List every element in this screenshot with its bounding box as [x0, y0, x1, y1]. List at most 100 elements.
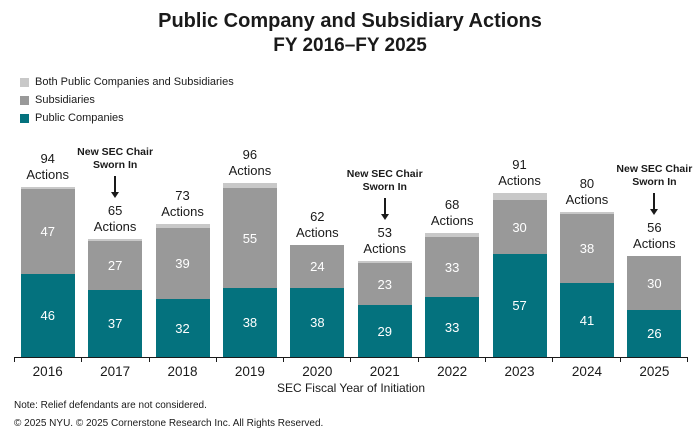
bar-2022: 33 33: [425, 233, 480, 357]
x-tick-label-2024: 2024: [571, 364, 602, 379]
segment-subsidiaries: 27: [88, 241, 143, 290]
segment-subsidiaries: 38: [559, 214, 614, 283]
bar-total-label: 56 Actions: [633, 219, 676, 251]
bar-total-label: 91 Actions: [498, 156, 541, 188]
down-arrow-line: [383, 197, 386, 214]
bar-total-label: 73 Actions: [161, 187, 204, 219]
new-sec-chair-annotation-2025: New SEC Chair Sworn In: [599, 163, 700, 215]
segment-both-public-companies-and-subsidiaries: [222, 183, 277, 188]
bar-2023: 30 57: [492, 193, 547, 357]
bar-column-2020: 62 Actions 24 38: [284, 208, 351, 357]
bar-2024: 38 41: [559, 212, 614, 357]
x-tick-label-2023: 2023: [504, 364, 535, 379]
chart-title: Public Company and Subsidiary Actions: [158, 10, 542, 32]
down-arrow-icon: [650, 208, 659, 215]
legend-item-subsidiaries: Subsidiaries: [20, 95, 234, 106]
legend-swatch-icon: [20, 96, 29, 105]
axis-tick: [419, 358, 487, 362]
legend-swatch-icon: [20, 114, 29, 123]
legend-swatch-icon: [20, 78, 29, 87]
legend-label: Both Public Companies and Subsidiaries: [35, 76, 234, 88]
bar-2017: 27 37: [88, 239, 143, 357]
bar-column-2025: New SEC Chair Sworn In 56 Actions 30 26: [616, 163, 692, 357]
x-tick-label-2017: 2017: [100, 364, 131, 379]
chart-header: Public Company and Subsidiary Actions FY…: [0, 8, 700, 59]
bar-2021: 23 29: [357, 261, 412, 357]
axis-tick: [553, 358, 621, 362]
x-tick-label-2018: 2018: [167, 364, 198, 379]
segment-subsidiaries: 24: [290, 245, 345, 288]
segment-both-public-companies-and-subsidiaries: [155, 224, 210, 228]
segment-public-companies: 57: [492, 254, 547, 357]
bar-total-label: 53 Actions: [363, 224, 407, 256]
axis-tick: [621, 358, 688, 362]
legend-item-both-public-companies-and-subsidiaries: Both Public Companies and Subsidiaries: [20, 77, 234, 88]
x-axis-labels: 2016 2017 2018 2019 2020 2021 2022 2023 2024 2025: [14, 364, 688, 379]
x-axis-title: SEC Fiscal Year of Initiation: [276, 381, 426, 395]
x-tick-label-2022: 2022: [437, 364, 468, 379]
legend-item-public-companies: Public Companies: [20, 113, 234, 124]
new-sec-chair-annotation-2021: New SEC Chair Sworn In: [330, 168, 440, 220]
axis-tick: [150, 358, 217, 362]
bar-column-2016: 94 Actions 47 46: [14, 150, 81, 357]
segment-both-public-companies-and-subsidiaries: [357, 261, 412, 263]
legend-label: Subsidiaries: [35, 94, 95, 106]
bar-column-2021: New SEC Chair Sworn In 53 Actions 23 29: [347, 168, 423, 357]
segment-both-public-companies-and-subsidiaries: [425, 233, 480, 237]
bar-total-label: 94 Actions: [26, 150, 70, 182]
x-tick-label-2025: 2025: [639, 364, 670, 379]
footnote: Note: Relief defendants are not consider…: [14, 400, 207, 411]
bar-total-label: 62 Actions: [296, 208, 339, 240]
segment-public-companies: 32: [155, 299, 210, 357]
bar-2020: 24 38: [290, 245, 345, 357]
bar-total-label: 68 Actions: [430, 196, 474, 228]
annotation-text: New SEC Chair Sworn In: [77, 146, 154, 172]
axis-tick: [284, 358, 352, 362]
segment-public-companies: 29: [357, 305, 412, 357]
segment-both-public-companies-and-subsidiaries: [559, 212, 614, 214]
segment-public-companies: 33: [425, 297, 480, 357]
chart-subtitle: FY 2016–FY 2025: [273, 35, 427, 56]
plot-area: 94 Actions 47 46 New SEC Chair Sworn In 65 Acti…: [14, 140, 692, 357]
segment-public-companies: 46: [20, 274, 75, 357]
annotation-text: New SEC Chair Sworn In: [346, 168, 423, 194]
down-arrow-line: [653, 192, 656, 209]
axis-tick: [486, 358, 554, 362]
down-arrow-icon: [111, 191, 120, 198]
bar-total-label: 96 Actions: [228, 146, 272, 178]
x-tick-label-2021: 2021: [369, 364, 400, 379]
segment-both-public-companies-and-subsidiaries: [492, 193, 547, 200]
segment-public-companies: 38: [222, 288, 277, 357]
bar-total-label: 65 Actions: [93, 202, 137, 234]
bar-column-2022: 68 Actions 33 33: [418, 196, 485, 357]
segment-public-companies: 37: [88, 290, 143, 357]
bar-column-2023: 91 Actions 30 57: [486, 156, 553, 357]
segment-subsidiaries: 33: [425, 237, 480, 297]
bar-column-2019: 96 Actions 55 38: [216, 146, 283, 357]
down-arrow-line: [114, 175, 117, 192]
legend: Both Public Companies and Subsidiaries Su…: [20, 77, 234, 131]
x-tick-label-2016: 2016: [32, 364, 63, 379]
axis-tick: [217, 358, 285, 362]
x-tick-label-2019: 2019: [234, 364, 265, 379]
bar-2016: 47 46: [20, 187, 75, 357]
axis-tick: [82, 358, 150, 362]
axis-tick: [14, 358, 83, 362]
copyright: © 2025 NYU. © 2025 Cornerstone Research …: [14, 418, 324, 429]
segment-subsidiaries: 39: [155, 228, 210, 299]
new-sec-chair-annotation-2017: New SEC Chair Sworn In: [60, 146, 170, 198]
segment-subsidiaries: 47: [20, 189, 75, 274]
segment-both-public-companies-and-subsidiaries: [20, 187, 75, 189]
bar-column-2018: 73 Actions 39 32: [149, 187, 216, 357]
segment-public-companies: 41: [559, 283, 614, 357]
segment-subsidiaries: 55: [222, 188, 277, 288]
bar-column-2017: New SEC Chair Sworn In 65 Actions 27 37: [77, 146, 153, 357]
segment-subsidiaries: 30: [492, 200, 547, 254]
bar-2018: 39 32: [155, 224, 210, 357]
bar-column-2024: 80 Actions 38 41: [553, 176, 620, 357]
down-arrow-icon: [380, 213, 389, 220]
bar-2025: 30 26: [627, 256, 682, 357]
bar-2019: 55 38: [222, 183, 277, 357]
segment-both-public-companies-and-subsidiaries: [88, 239, 143, 241]
